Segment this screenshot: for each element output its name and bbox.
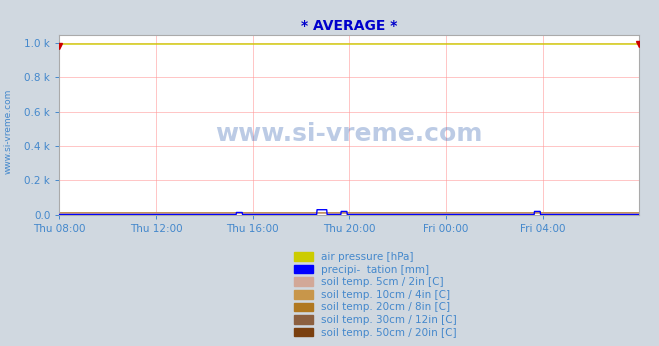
Title: * AVERAGE *: * AVERAGE * — [301, 19, 397, 34]
Text: www.si-vreme.com: www.si-vreme.com — [215, 121, 483, 146]
Legend: air pressure [hPa], precipi-  tation [mm], soil temp. 5cm / 2in [C], soil temp. : air pressure [hPa], precipi- tation [mm]… — [291, 249, 460, 341]
Text: www.si-vreme.com: www.si-vreme.com — [3, 89, 13, 174]
